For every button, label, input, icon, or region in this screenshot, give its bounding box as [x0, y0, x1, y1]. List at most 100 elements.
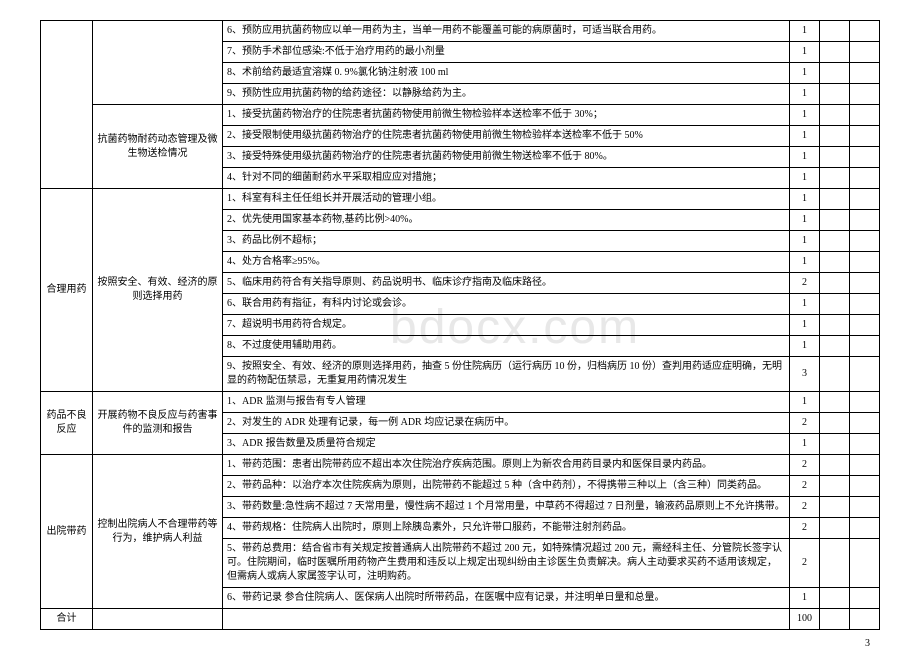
blank-cell [850, 588, 880, 609]
content-cell: 3、药品比例不超标； [223, 231, 790, 252]
score-cell: 2 [790, 497, 820, 518]
blank-cell [820, 294, 850, 315]
blank-cell [850, 455, 880, 476]
score-cell: 1 [790, 84, 820, 105]
blank-cell [820, 539, 850, 588]
content-cell: 3、带药数量:急性病不超过 7 天常用量，慢性病不超过 1 个月常用量，中草药不… [223, 497, 790, 518]
score-cell: 1 [790, 147, 820, 168]
content-cell: 3、接受特殊使用级抗菌药物治疗的住院患者抗菌药物使用前微生物送检率不低于 80%… [223, 147, 790, 168]
category-cell: 合计 [41, 609, 93, 630]
blank-cell [850, 518, 880, 539]
blank-cell [820, 252, 850, 273]
blank-cell [820, 588, 850, 609]
category-cell: 合理用药 [41, 189, 93, 392]
table-row: 合理用药按照安全、有效、经济的原则选择用药1、科室有科主任任组长并开展活动的管理… [41, 189, 880, 210]
content-cell: 6、联合用药有指征，有科内讨论或会诊。 [223, 294, 790, 315]
score-cell: 3 [790, 357, 820, 392]
content-cell: 4、带药规格：住院病人出院时，原则上除胰岛素外，只允许带口服药，不能带注射剂药品… [223, 518, 790, 539]
blank-cell [850, 189, 880, 210]
score-cell: 2 [790, 455, 820, 476]
content-cell: 9、预防性应用抗菌药物的给药途径：以静脉给药为主。 [223, 84, 790, 105]
subcategory-cell [93, 609, 223, 630]
score-cell: 1 [790, 189, 820, 210]
blank-cell [820, 476, 850, 497]
score-cell: 1 [790, 315, 820, 336]
blank-cell [850, 105, 880, 126]
blank-cell [820, 392, 850, 413]
blank-cell [820, 434, 850, 455]
blank-cell [820, 210, 850, 231]
blank-cell [820, 455, 850, 476]
blank-cell [850, 252, 880, 273]
table-row: 6、预防应用抗菌药物应以单一用药为主，当单一用药不能覆盖可能的病原菌时，可适当联… [41, 21, 880, 42]
score-cell: 1 [790, 126, 820, 147]
blank-cell [820, 21, 850, 42]
subcategory-cell: 控制出院病人不合理带药等行为，维护病人利益 [93, 455, 223, 609]
blank-cell [850, 434, 880, 455]
score-cell: 1 [790, 42, 820, 63]
blank-cell [820, 336, 850, 357]
blank-cell [820, 413, 850, 434]
blank-cell [850, 315, 880, 336]
category-cell [41, 21, 93, 189]
content-cell: 1、科室有科主任任组长并开展活动的管理小组。 [223, 189, 790, 210]
content-cell: 6、带药记录 参合住院病人、医保病人出院时所带药品，在医嘱中应有记录，并注明单日… [223, 588, 790, 609]
blank-cell [820, 84, 850, 105]
score-cell: 1 [790, 434, 820, 455]
blank-cell [850, 413, 880, 434]
blank-cell [850, 21, 880, 42]
content-cell: 5、带药总费用：结合省市有关规定按普通病人出院带药不超过 200 元，如特殊情况… [223, 539, 790, 588]
blank-cell [850, 168, 880, 189]
subcategory-cell: 抗菌药物耐药动态管理及微生物送检情况 [93, 105, 223, 189]
content-cell: 2、对发生的 ADR 处理有记录，每一例 ADR 均应记录在病历中。 [223, 413, 790, 434]
blank-cell [850, 392, 880, 413]
content-cell: 1、带药范围：患者出院带药应不超出本次住院治疗疾病范围。原则上为新农合用药目录内… [223, 455, 790, 476]
score-cell: 1 [790, 168, 820, 189]
subcategory-cell: 按照安全、有效、经济的原则选择用药 [93, 189, 223, 392]
score-cell: 2 [790, 273, 820, 294]
content-cell: 4、处方合格率≥95%。 [223, 252, 790, 273]
evaluation-table: 6、预防应用抗菌药物应以单一用药为主，当单一用药不能覆盖可能的病原菌时，可适当联… [40, 20, 880, 630]
blank-cell [820, 518, 850, 539]
blank-cell [850, 497, 880, 518]
blank-cell [850, 294, 880, 315]
content-cell: 1、ADR 监测与报告有专人管理 [223, 392, 790, 413]
score-cell: 1 [790, 336, 820, 357]
content-cell: 7、预防手术部位感染:不低于治疗用药的最小剂量 [223, 42, 790, 63]
score-cell: 1 [790, 392, 820, 413]
blank-cell [820, 168, 850, 189]
blank-cell [820, 357, 850, 392]
blank-cell [850, 609, 880, 630]
page-number: 3 [40, 638, 880, 649]
content-cell: 1、接受抗菌药物治疗的住院患者抗菌药物使用前微生物检验样本送检率不低于 30%； [223, 105, 790, 126]
blank-cell [820, 147, 850, 168]
blank-cell [820, 105, 850, 126]
score-cell: 1 [790, 105, 820, 126]
score-cell: 2 [790, 539, 820, 588]
score-cell: 2 [790, 413, 820, 434]
content-cell: 9、按照安全、有效、经济的原则选择用药，抽查 5 份住院病历（运行病历 10 份… [223, 357, 790, 392]
score-cell: 1 [790, 588, 820, 609]
content-cell [223, 609, 790, 630]
blank-cell [820, 609, 850, 630]
score-cell: 2 [790, 476, 820, 497]
score-cell: 100 [790, 609, 820, 630]
table-row: 出院带药控制出院病人不合理带药等行为，维护病人利益1、带药范围：患者出院带药应不… [41, 455, 880, 476]
blank-cell [850, 63, 880, 84]
blank-cell [850, 476, 880, 497]
blank-cell [850, 84, 880, 105]
content-cell: 6、预防应用抗菌药物应以单一用药为主，当单一用药不能覆盖可能的病原菌时，可适当联… [223, 21, 790, 42]
content-cell: 4、针对不同的细菌耐药水平采取相应应对措施； [223, 168, 790, 189]
content-cell: 8、术前给药最适宜溶媒 0. 9%氯化钠注射液 100 ml [223, 63, 790, 84]
table-row: 抗菌药物耐药动态管理及微生物送检情况1、接受抗菌药物治疗的住院患者抗菌药物使用前… [41, 105, 880, 126]
subcategory-cell [93, 21, 223, 105]
content-cell: 7、超说明书用药符合规定。 [223, 315, 790, 336]
blank-cell [850, 357, 880, 392]
table-row: 药品不良反应开展药物不良反应与药害事件的监测和报告1、ADR 监测与报告有专人管… [41, 392, 880, 413]
blank-cell [850, 42, 880, 63]
blank-cell [850, 147, 880, 168]
blank-cell [820, 63, 850, 84]
blank-cell [820, 126, 850, 147]
score-cell: 1 [790, 210, 820, 231]
blank-cell [850, 539, 880, 588]
